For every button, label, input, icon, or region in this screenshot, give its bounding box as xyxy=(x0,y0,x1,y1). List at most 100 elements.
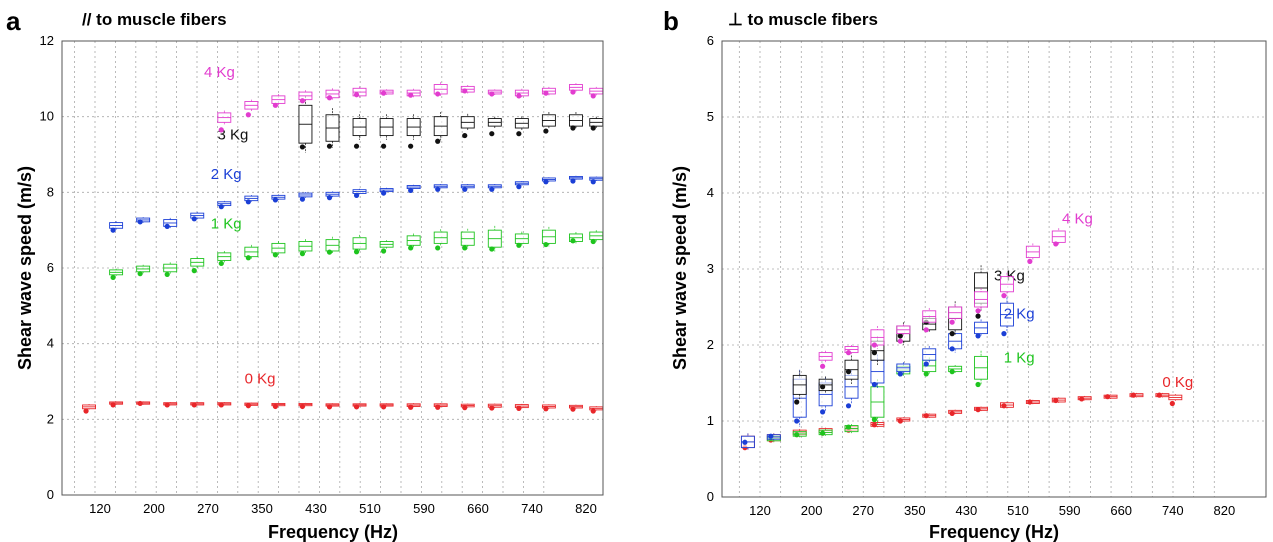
x-tick-label: 430 xyxy=(956,503,978,518)
data-point xyxy=(742,439,748,445)
data-point xyxy=(462,245,468,251)
y-tick-label: 6 xyxy=(707,33,714,48)
y-tick-label: 4 xyxy=(707,185,714,200)
data-point xyxy=(794,418,800,424)
data-point xyxy=(408,245,414,251)
y-tick-label: 12 xyxy=(40,33,54,48)
data-point xyxy=(923,361,929,367)
panel-a-plot-area: 0 Kg 1 Kg 2 Kg 3 Kg 4 Kg xyxy=(82,64,604,414)
data-point xyxy=(949,331,955,337)
data-point xyxy=(435,186,441,192)
data-point xyxy=(353,92,360,98)
y-tick-label: 5 xyxy=(707,109,714,124)
y-tick-label: 0 xyxy=(47,487,54,502)
panel-a-grid xyxy=(62,40,603,496)
series-label: 0 Kg xyxy=(245,370,276,387)
series-3-kg: 3 Kg xyxy=(792,265,1025,405)
data-point xyxy=(975,407,981,413)
y-tick-label: 0 xyxy=(707,489,714,504)
data-point xyxy=(845,369,852,375)
panel-a-x-axis-label: Frequency (Hz) xyxy=(268,522,398,542)
data-point xyxy=(923,413,929,419)
data-point xyxy=(435,245,441,251)
panel-b-plot-area: 0 Kg 1 Kg 2 Kg3 Kg 4 Kg xyxy=(740,210,1193,451)
data-point xyxy=(543,90,549,96)
data-point xyxy=(462,132,468,139)
panel-b: b ⊥ to muscle fibers 0 Kg 1 Kg 2 Kg3 Kg 4 K… xyxy=(663,6,1267,542)
data-point xyxy=(137,219,143,225)
y-tick-label: 10 xyxy=(40,109,54,124)
data-point xyxy=(353,404,360,410)
data-point xyxy=(590,179,596,185)
x-tick-label: 350 xyxy=(904,503,926,518)
data-point xyxy=(570,178,576,184)
data-point xyxy=(897,418,903,424)
data-point xyxy=(570,238,576,244)
series-label: 2 Kg xyxy=(211,166,242,183)
series-1-kg: 1 Kg xyxy=(109,215,604,281)
panel-b-y-axis-label: Shear wave speed (m/s) xyxy=(670,166,690,370)
y-tick-label: 2 xyxy=(47,411,54,426)
data-point xyxy=(164,271,170,278)
data-point xyxy=(949,410,955,416)
series-label: 4 Kg xyxy=(1062,210,1093,227)
data-point xyxy=(326,143,333,149)
data-point xyxy=(218,204,224,210)
panel-letter-b: b xyxy=(663,6,679,36)
x-tick-label: 350 xyxy=(251,501,273,516)
data-point xyxy=(245,255,251,261)
data-point xyxy=(845,403,852,409)
data-point xyxy=(272,197,278,203)
panel-b-plot-frame xyxy=(721,40,1267,498)
y-tick-label: 3 xyxy=(707,261,714,276)
data-point xyxy=(83,408,89,414)
data-point xyxy=(871,416,878,423)
series-label: 4 Kg xyxy=(204,64,235,81)
series-label: 1 Kg xyxy=(1004,349,1035,366)
data-point xyxy=(110,274,116,281)
data-point xyxy=(381,143,387,149)
data-point xyxy=(1053,397,1059,404)
data-point xyxy=(949,319,955,325)
data-point xyxy=(381,90,387,96)
panel-a-x-ticks: 120 200 270 350 430 510 590 660 740 820 xyxy=(89,501,597,516)
data-point xyxy=(820,430,826,436)
data-point xyxy=(794,432,800,438)
data-point xyxy=(845,350,852,356)
data-point xyxy=(975,308,981,314)
data-point xyxy=(218,260,224,267)
data-point xyxy=(191,216,197,222)
data-point xyxy=(408,143,414,149)
data-point xyxy=(137,400,143,407)
panel-a-y-ticks: 0 2 4 6 8 10 12 xyxy=(40,33,54,502)
data-point xyxy=(462,405,468,411)
series-0-kg: 0 Kg xyxy=(740,374,1193,451)
data-point xyxy=(381,248,387,254)
series-2-kg: 2 Kg xyxy=(109,166,604,233)
data-point xyxy=(1053,241,1059,247)
data-point xyxy=(897,338,903,344)
series-label: 0 Kg xyxy=(1162,374,1193,391)
data-point xyxy=(1001,293,1007,299)
series-3-kg: 3 Kg xyxy=(218,95,604,153)
x-tick-label: 590 xyxy=(413,501,435,516)
x-tick-label: 120 xyxy=(89,501,111,516)
data-point xyxy=(570,125,576,131)
data-point xyxy=(408,92,414,98)
data-point xyxy=(245,199,251,205)
series-label: 1 Kg xyxy=(211,215,242,232)
data-point xyxy=(489,91,495,97)
data-point xyxy=(164,402,170,408)
panel-b-x-axis-label: Frequency (Hz) xyxy=(929,522,1059,542)
data-point xyxy=(272,252,278,258)
data-point xyxy=(353,249,360,255)
x-tick-label: 740 xyxy=(521,501,543,516)
x-tick-label: 510 xyxy=(1007,503,1029,518)
data-point xyxy=(326,195,333,201)
series-1-kg: 1 Kg xyxy=(766,349,1035,442)
data-point xyxy=(590,238,596,245)
data-point xyxy=(353,143,360,149)
data-point xyxy=(923,371,929,377)
data-point xyxy=(590,408,596,414)
data-point xyxy=(435,91,441,97)
